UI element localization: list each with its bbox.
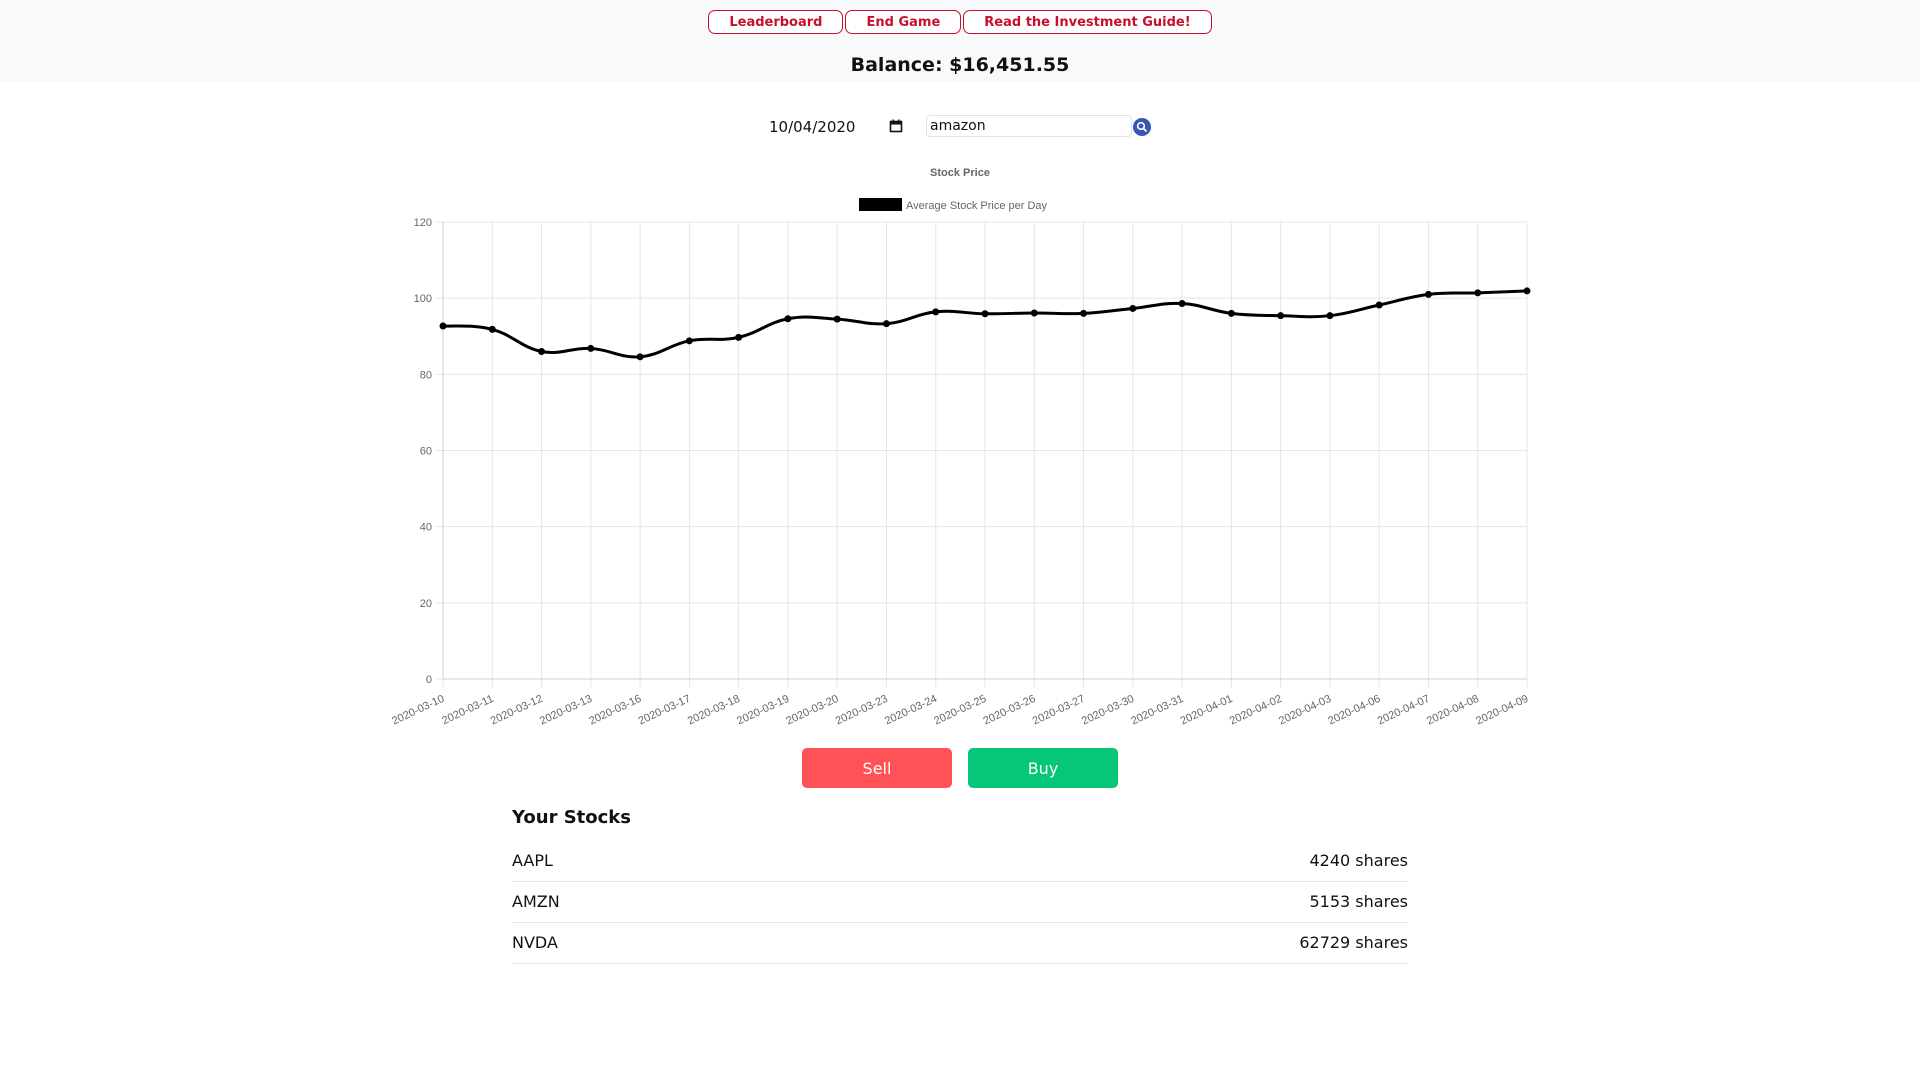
data-point <box>1129 304 1137 312</box>
legend-label: Average Stock Price per Day <box>906 200 1048 212</box>
x-tick-label: 2020-04-08 <box>1425 693 1481 728</box>
x-tick-label: 2020-03-30 <box>1080 693 1136 728</box>
y-tick-label: 40 <box>420 522 432 534</box>
your-stocks-heading: Your Stocks <box>512 807 631 828</box>
data-point <box>1375 301 1383 309</box>
data-point <box>685 337 693 345</box>
x-tick-label: 2020-04-01 <box>1179 693 1235 728</box>
top-bar: Leaderboard End Game Read the Investment… <box>0 0 1920 82</box>
data-point <box>833 315 841 323</box>
data-point <box>784 315 792 323</box>
data-point <box>1474 289 1482 297</box>
magnifier-glyph <box>1136 121 1148 133</box>
date-value: 10/04/2020 <box>769 118 856 136</box>
data-point <box>981 310 989 318</box>
stock-symbol: NVDA <box>512 933 558 952</box>
x-tick-label: 2020-03-25 <box>932 693 988 728</box>
x-tick-label: 2020-03-31 <box>1129 693 1185 728</box>
leaderboard-button[interactable]: Leaderboard <box>708 10 844 34</box>
search-controls: 10/04/2020 <box>0 114 1920 140</box>
stock-row-1: AMZN 5153 shares <box>512 882 1408 923</box>
y-tick-label: 120 <box>414 217 432 229</box>
legend-swatch <box>859 198 902 211</box>
x-tick-label: 2020-03-26 <box>981 693 1037 728</box>
x-tick-label: 2020-03-24 <box>883 693 939 728</box>
nav-bar: Leaderboard End Game Read the Investment… <box>0 10 1920 34</box>
x-tick-label: 2020-03-27 <box>1031 693 1087 728</box>
your-stocks-section: Your Stocks AAPL 4240 shares AMZN 5153 s… <box>512 805 1408 964</box>
buy-button[interactable]: Buy <box>968 748 1118 788</box>
data-point <box>439 322 447 330</box>
data-point <box>1178 299 1186 307</box>
search-icon[interactable] <box>1133 118 1151 136</box>
data-point <box>587 344 595 352</box>
y-tick-label: 20 <box>420 598 432 610</box>
data-point <box>1277 312 1285 320</box>
stock-shares: 4240 shares <box>1309 851 1409 870</box>
x-tick-label: 2020-03-19 <box>735 693 791 728</box>
x-tick-label: 2020-03-18 <box>686 693 742 728</box>
stock-search-input[interactable] <box>926 115 1132 137</box>
stock-row-0: AAPL 4240 shares <box>512 841 1408 882</box>
x-tick-label: 2020-04-09 <box>1474 693 1530 728</box>
x-tick-label: 2020-03-12 <box>489 693 545 728</box>
y-tick-label: 60 <box>420 446 432 458</box>
data-point <box>488 325 496 333</box>
x-tick-label: 2020-04-03 <box>1277 693 1333 728</box>
y-tick-label: 80 <box>420 369 432 381</box>
calendar-icon[interactable] <box>889 119 903 133</box>
investment-guide-button[interactable]: Read the Investment Guide! <box>963 10 1212 34</box>
y-tick-label: 100 <box>414 293 432 305</box>
chart-title: Stock Price <box>930 167 990 179</box>
stock-symbol: AAPL <box>512 851 553 870</box>
data-point <box>1227 309 1235 317</box>
stock-symbol: AMZN <box>512 892 560 911</box>
balance-display: Balance: $16,451.55 <box>850 54 1070 76</box>
x-tick-label: 2020-03-17 <box>637 693 693 728</box>
data-point <box>932 308 940 316</box>
x-tick-label: 2020-04-02 <box>1228 693 1284 728</box>
end-game-button[interactable]: End Game <box>845 10 962 34</box>
stock-price-chart: Stock Price Average Stock Price per Day 0 2… <box>0 160 1920 740</box>
data-point <box>1080 309 1088 317</box>
x-tick-label: 2020-03-16 <box>587 693 643 728</box>
data-point <box>1424 290 1432 298</box>
x-tick-label: 2020-03-10 <box>390 693 446 728</box>
x-tick-label: 2020-03-23 <box>834 693 890 728</box>
data-point <box>636 353 644 361</box>
x-tick-label: 2020-04-07 <box>1376 693 1432 728</box>
date-picker[interactable]: 10/04/2020 <box>769 114 909 140</box>
stock-shares: 62729 shares <box>1299 933 1408 952</box>
sell-button[interactable]: Sell <box>802 748 952 788</box>
data-point <box>538 347 546 355</box>
x-tick-label: 2020-03-20 <box>784 693 840 728</box>
data-point <box>1030 309 1038 317</box>
stock-shares: 5153 shares <box>1309 892 1409 911</box>
y-tick-label: 0 <box>426 674 432 686</box>
data-point <box>1523 287 1531 295</box>
x-tick-label: 2020-04-06 <box>1326 693 1382 728</box>
x-tick-label: 2020-03-13 <box>538 693 594 728</box>
data-point <box>735 333 743 341</box>
x-tick-label: 2020-03-11 <box>440 693 495 727</box>
stock-row-2: NVDA 62729 shares <box>512 923 1408 964</box>
data-point <box>882 320 890 328</box>
data-point <box>1326 312 1334 320</box>
